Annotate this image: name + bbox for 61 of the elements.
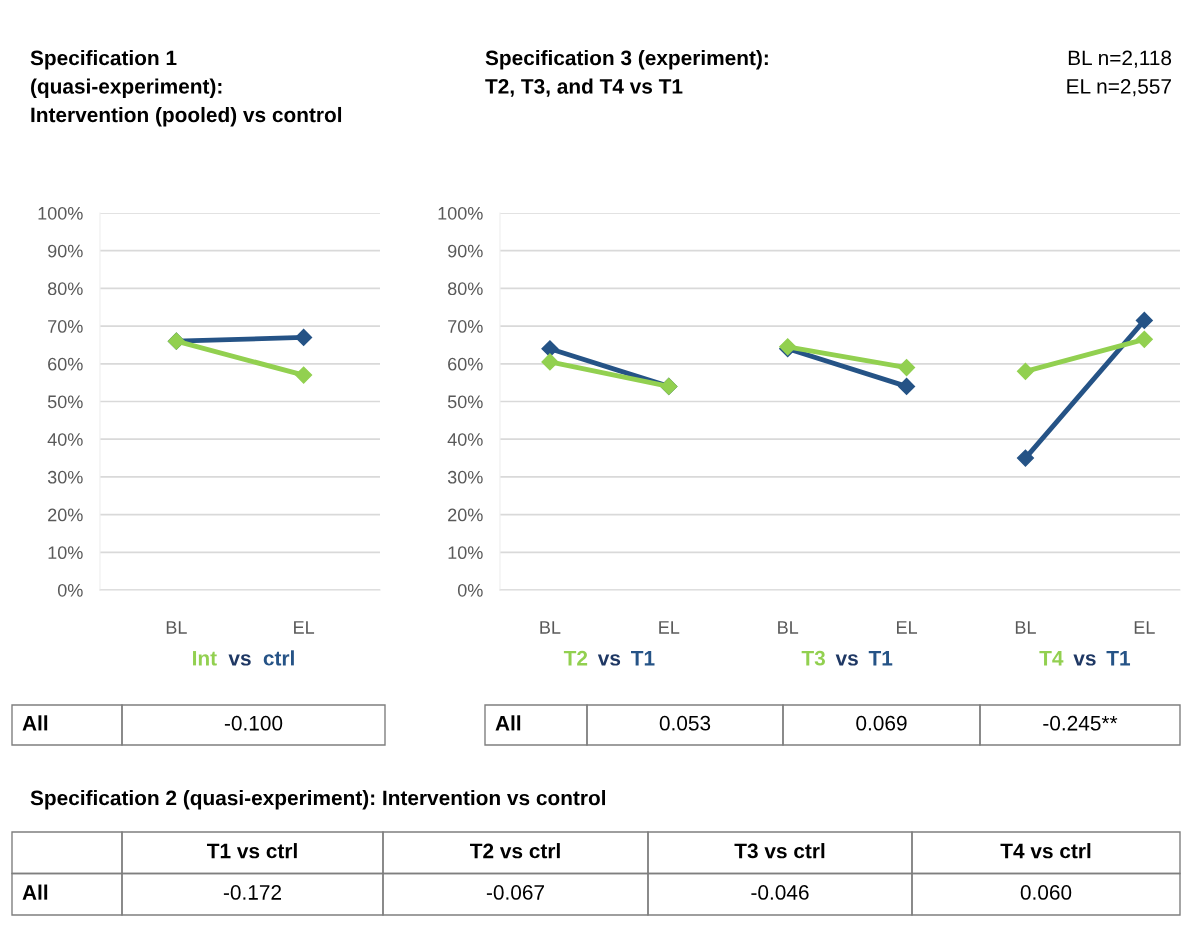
x-tick-label: BL (1015, 621, 1036, 634)
y-tick-label: 50% (47, 395, 83, 409)
y-tick-label: 90% (448, 244, 483, 258)
y-tick-label: 20% (48, 508, 83, 522)
text: T2 vs ctrl (470, 843, 560, 859)
chart-title: Specification 1 (quasi-experiment): Intervention (pooled) vs control (30, 50, 342, 127)
text: 0.053 (659, 715, 711, 731)
text: 0.060 (1020, 885, 1072, 900)
chart-subtitle: BL n=2,118 EL n=2,557 (1067, 50, 1172, 97)
text: vs (597, 654, 621, 666)
y-tick-label: 10% (448, 546, 483, 560)
x-tick-label: BL (540, 621, 561, 634)
text: -0.046 (751, 885, 809, 900)
text: All (22, 715, 48, 731)
text: ctrl (263, 650, 294, 666)
y-tick-label: 70% (48, 320, 83, 333)
text: vs (835, 654, 858, 666)
text: T4 vs ctrl (1000, 843, 1091, 859)
x-tick-label: EL (897, 621, 918, 634)
text: T4 (1039, 651, 1064, 666)
y-tick-label: 10% (48, 546, 83, 560)
y-tick-label: 60% (48, 357, 83, 371)
y-tick-label: 70% (448, 320, 483, 333)
text: T1 vs ctrl (207, 843, 297, 859)
x-tick-label: EL (294, 621, 315, 634)
y-tick-label: 30% (47, 470, 83, 484)
chart-title: Specification 3 (experiment): T2, T3, and T4 vs T1 (485, 50, 768, 97)
x-tick-label: EL (1134, 621, 1155, 634)
text: -0.245** (1043, 715, 1118, 731)
text: Specification 2 (quasi-experiment): Intervention vs control (30, 790, 606, 810)
y-tick-label: 50% (447, 395, 483, 409)
text: T3 (801, 650, 825, 666)
y-tick-label: 60% (448, 357, 483, 371)
text: -0.067 (486, 885, 544, 900)
y-tick-label: 100% (38, 206, 83, 220)
text: -0.172 (223, 885, 281, 900)
y-tick-label: 0% (57, 583, 83, 597)
text: All (495, 715, 521, 731)
text: -0.100 (224, 715, 283, 731)
text: vs (228, 654, 251, 666)
y-tick-label: 40% (447, 433, 483, 446)
y-tick-label: 80% (447, 282, 483, 296)
y-tick-label: 20% (448, 508, 483, 522)
text: T2 (563, 650, 588, 666)
text: T3 vs ctrl (734, 843, 825, 859)
x-tick-label: BL (166, 621, 187, 634)
y-tick-label: 40% (47, 433, 83, 446)
x-tick-label: EL (659, 621, 680, 634)
text: T1 (1106, 651, 1131, 666)
y-tick-label: 0% (457, 583, 483, 597)
text: All (22, 884, 48, 900)
text: vs (1073, 654, 1096, 666)
text: 0.069 (856, 715, 907, 731)
x-tick-label: BL (778, 621, 799, 634)
text: T1 (868, 651, 893, 666)
text: Int (193, 651, 217, 666)
y-tick-label: 100% (438, 206, 483, 220)
y-tick-label: 90% (48, 244, 83, 258)
y-tick-label: 80% (47, 282, 83, 296)
text: T1 (631, 651, 655, 666)
y-tick-label: 30% (447, 470, 483, 484)
